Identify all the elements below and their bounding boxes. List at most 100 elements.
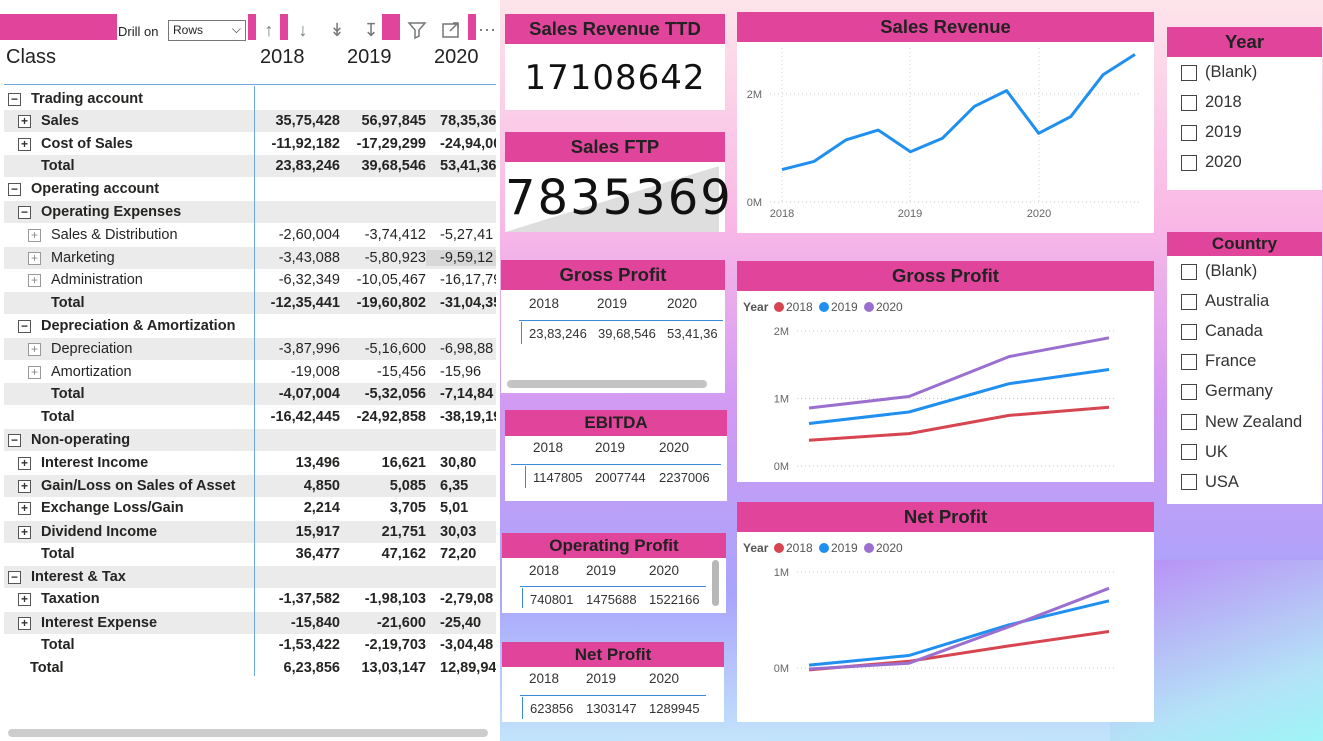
- slicer-option[interactable]: 2020: [1181, 153, 1242, 172]
- slicer-option[interactable]: New Zealand: [1181, 413, 1302, 432]
- expand-icon[interactable]: +: [18, 479, 31, 493]
- slicer-option[interactable]: 2018: [1181, 93, 1242, 112]
- matrix-row[interactable]: + Dividend Income 15,917 21,751 30,03: [4, 521, 496, 543]
- slicer-option[interactable]: Australia: [1181, 292, 1269, 311]
- matrix-row[interactable]: + Administration -6,32,349 -10,05,467 -16,17…: [4, 269, 496, 291]
- matrix-row[interactable]: − Trading account: [4, 88, 496, 110]
- matrix-cell: -3,04,48: [440, 637, 494, 653]
- checkbox[interactable]: [1181, 154, 1197, 171]
- slicer-option[interactable]: UK: [1181, 443, 1228, 462]
- expand-icon[interactable]: +: [18, 137, 31, 151]
- expand-icon[interactable]: +: [28, 228, 41, 242]
- drill-on-select[interactable]: Rows ⌵: [168, 20, 246, 41]
- checkbox[interactable]: [1181, 263, 1197, 280]
- slicer-option[interactable]: Canada: [1181, 322, 1263, 341]
- collapse-icon[interactable]: −: [8, 433, 21, 447]
- checkbox[interactable]: [1181, 383, 1197, 400]
- horizontal-scrollbar[interactable]: [507, 380, 707, 388]
- slicer-option[interactable]: (Blank): [1181, 63, 1257, 82]
- slicer-option-label: Australia: [1205, 292, 1270, 311]
- slicer-option-label: France: [1205, 352, 1257, 371]
- expand-icon[interactable]: +: [28, 342, 41, 356]
- matrix-row[interactable]: + Amortization -19,008 -15,456 -15,96: [4, 361, 496, 383]
- matrix-row[interactable]: + Interest Income 13,496 16,621 30,80: [4, 452, 496, 474]
- row-label: Total: [51, 295, 85, 311]
- matrix-cell: -1,53,422: [278, 637, 340, 653]
- expand-icon[interactable]: +: [28, 251, 41, 265]
- matrix-cell: 23,83,246: [275, 158, 340, 174]
- matrix-row[interactable]: Total -4,07,004 -5,32,056 -7,14,84: [4, 383, 496, 405]
- sales-revenue-line-chart[interactable]: 0M 2M 2018 2019 2020: [737, 42, 1154, 233]
- drill-down-icon[interactable]: ↓: [298, 19, 308, 40]
- filter-icon[interactable]: [406, 18, 428, 42]
- matrix-row[interactable]: − Non-operating: [4, 429, 496, 451]
- matrix-cell: -4,07,004: [278, 386, 340, 402]
- slicer-option[interactable]: (Blank): [1181, 262, 1257, 281]
- matrix-cell: -15,456: [376, 364, 426, 380]
- slicer-option[interactable]: 2019: [1181, 123, 1242, 142]
- matrix-row[interactable]: + Sales & Distribution -2,60,004 -3,74,412-…: [4, 224, 496, 246]
- matrix-cell: -19,60,802: [356, 295, 426, 311]
- card-title: Net Profit: [502, 642, 724, 667]
- slicer-option[interactable]: USA: [1181, 473, 1239, 492]
- matrix-row[interactable]: Total 6,23,856 13,03,147 12,89,94: [4, 657, 496, 679]
- slicer-option[interactable]: Germany: [1181, 382, 1273, 401]
- collapse-icon[interactable]: −: [18, 319, 31, 333]
- matrix-row[interactable]: Total 36,477 47,162 72,20: [4, 543, 496, 565]
- net-profit-line-chart[interactable]: 0M 1M Year 2018 2019 2020: [737, 532, 1154, 722]
- collapse-icon[interactable]: −: [8, 92, 21, 106]
- y-tick-label: 2M: [747, 89, 762, 101]
- expand-icon[interactable]: +: [18, 525, 31, 539]
- gauge-fill: [505, 166, 719, 232]
- expand-icon[interactable]: +: [18, 501, 31, 515]
- collapse-icon[interactable]: −: [18, 205, 31, 219]
- matrix-row[interactable]: + Taxation -1,37,582 -1,98,103 -2,79,08: [4, 588, 496, 610]
- matrix-row[interactable]: − Depreciation & Amortization: [4, 315, 496, 337]
- table-divider: [522, 697, 523, 719]
- matrix-horizontal-scrollbar[interactable]: [8, 729, 488, 737]
- gross-profit-line-chart[interactable]: 0M 1M 2M Year 2018 2019 2020: [737, 291, 1154, 482]
- collapse-icon[interactable]: −: [8, 570, 21, 584]
- matrix-row[interactable]: Total -12,35,441 -19,60,802 -31,04,35: [4, 292, 496, 314]
- next-level-icon[interactable]: ↡: [329, 19, 345, 40]
- matrix-cell: -5,16,600: [364, 341, 426, 357]
- matrix-row[interactable]: Total -16,42,445 -24,92,858 -38,19,19: [4, 406, 496, 428]
- matrix-row[interactable]: + Marketing -3,43,088 -5,80,923 -9,59,12: [4, 247, 496, 269]
- matrix-row[interactable]: Total 23,83,246 39,68,546 53,41,36: [4, 155, 496, 177]
- series-line: [781, 53, 1136, 172]
- checkbox[interactable]: [1181, 444, 1197, 461]
- focus-mode-icon[interactable]: [440, 18, 462, 42]
- checkbox[interactable]: [1181, 64, 1197, 81]
- checkbox[interactable]: [1181, 353, 1197, 370]
- matrix-row[interactable]: − Operating account: [4, 178, 496, 200]
- matrix-row[interactable]: + Gain/Loss on Sales of Asset 4,850 5,085 6,…: [4, 475, 496, 497]
- matrix-row[interactable]: + Exchange Loss/Gain 2,214 3,705 5,01: [4, 497, 496, 519]
- year-col-header: 2018: [529, 563, 560, 578]
- matrix-row[interactable]: + Depreciation -3,87,996 -5,16,600 -6,98,88: [4, 338, 496, 360]
- matrix-row[interactable]: + Interest Expense -15,840 -21,600 -25,40: [4, 612, 496, 634]
- collapse-icon[interactable]: −: [8, 182, 21, 196]
- expand-icon[interactable]: +: [28, 273, 41, 287]
- expand-icon[interactable]: +: [18, 114, 31, 128]
- drill-up-icon[interactable]: ↑: [264, 19, 274, 40]
- expand-icon[interactable]: +: [28, 365, 41, 379]
- checkbox[interactable]: [1181, 414, 1197, 430]
- expand-icon[interactable]: +: [18, 616, 31, 630]
- vertical-scrollbar[interactable]: [712, 560, 719, 606]
- slicer-option[interactable]: France: [1181, 352, 1256, 371]
- more-options-icon[interactable]: ⋯: [478, 19, 496, 40]
- checkbox[interactable]: [1181, 94, 1197, 111]
- matrix-row[interactable]: + Cost of Sales -11,92,182 -17,29,299 -24,94…: [4, 133, 496, 155]
- expand-icon[interactable]: +: [18, 592, 31, 606]
- matrix-cell: 39,68,546: [361, 158, 426, 174]
- checkbox[interactable]: [1181, 293, 1197, 310]
- matrix-row[interactable]: + Sales 35,75,428 56,97,845 78,35,36: [4, 110, 496, 132]
- matrix-row[interactable]: − Interest & Tax: [4, 566, 496, 588]
- expand-icon[interactable]: +: [18, 456, 31, 470]
- checkbox[interactable]: [1181, 124, 1197, 141]
- matrix-row[interactable]: Total -1,53,422 -2,19,703 -3,04,48: [4, 634, 496, 656]
- checkbox[interactable]: [1181, 474, 1197, 491]
- expand-next-level-icon[interactable]: ↧: [363, 19, 379, 40]
- checkbox[interactable]: [1181, 323, 1197, 340]
- matrix-row[interactable]: − Operating Expenses: [4, 201, 496, 223]
